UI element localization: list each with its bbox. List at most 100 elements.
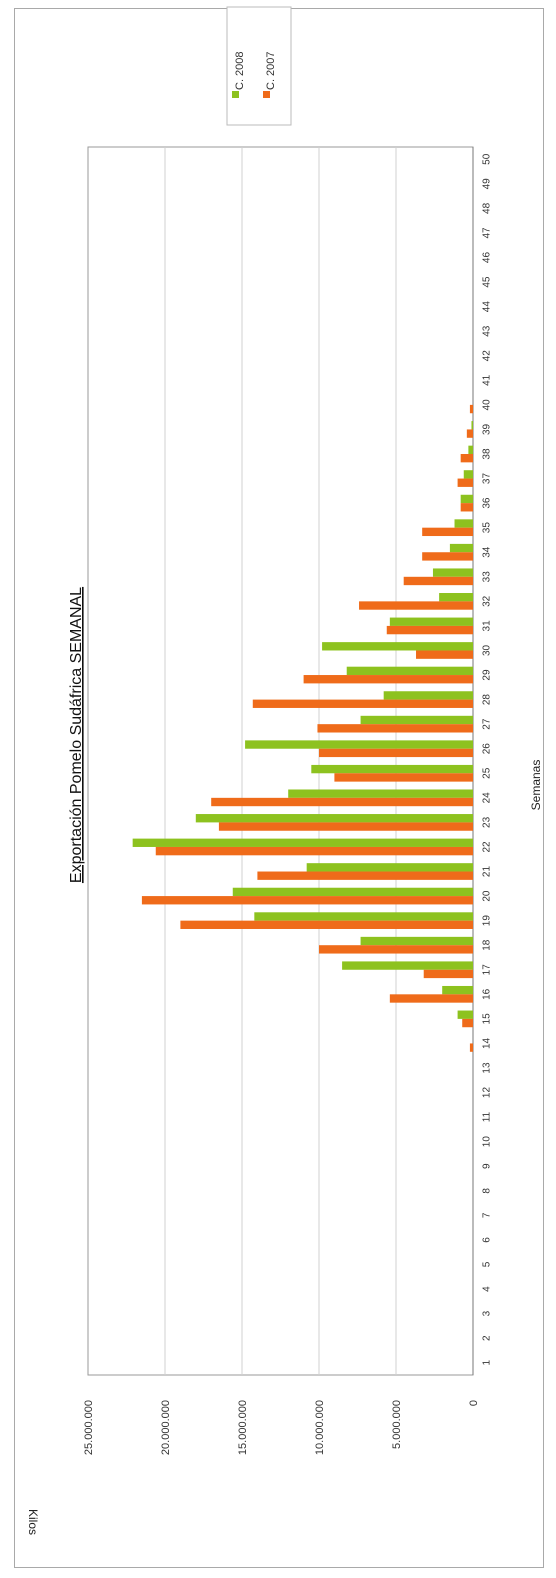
x-tick-label: 22 (482, 841, 493, 853)
x-tick-label: 3 (482, 1310, 493, 1316)
x-tick-label: 37 (482, 473, 493, 485)
bar-c2007-week-22 (155, 846, 473, 856)
x-tick-label: 18 (482, 939, 493, 951)
x-tick-label: 46 (482, 252, 493, 264)
bar-c2007-week-26 (319, 748, 473, 758)
x-tick-label: 6 (482, 1237, 493, 1243)
x-tick-label: 49 (482, 178, 493, 190)
bar-c2007-week-39 (466, 429, 473, 438)
bar-c2007-week-34 (422, 552, 473, 561)
x-tick-label: 40 (482, 399, 493, 411)
bar-c2007-week-18 (319, 945, 473, 954)
bar-c2007-week-29 (303, 675, 473, 684)
bar-c2007-week-35 (422, 527, 473, 537)
bar-c2008-week-33 (432, 568, 473, 577)
bar-c2008-week-30 (322, 642, 473, 651)
x-tick-label: 23 (482, 816, 493, 828)
bar-c2008-week-23 (195, 814, 474, 823)
bar-c2008-week-21 (306, 863, 473, 872)
x-tick-label: 5 (482, 1261, 493, 1267)
bar-c2007-week-31 (386, 625, 473, 635)
x-tick-label: 38 (482, 448, 493, 460)
x-tick-label: 30 (482, 644, 493, 656)
x-tick-label: 25 (482, 767, 493, 779)
bar-c2008-week-24 (288, 789, 473, 798)
bar-c2008-week-28 (383, 691, 473, 700)
x-tick-label: 24 (482, 792, 493, 804)
y-axis-title: Kilos (26, 1509, 40, 1535)
x-tick-label: 29 (482, 669, 493, 681)
bar-c2008-week-22 (132, 838, 473, 847)
bar-c2008-week-34 (449, 543, 473, 553)
bar-c2007-week-33 (403, 576, 473, 586)
bar-c2008-week-38 (468, 445, 473, 454)
x-tick-label: 26 (482, 743, 493, 755)
legend-box (226, 6, 292, 126)
bar-c2008-week-35 (454, 519, 473, 528)
x-tick-label: 44 (482, 301, 493, 313)
bar-c2008-week-39 (471, 421, 473, 430)
x-tick-label: 15 (482, 1013, 493, 1025)
bar-c2007-week-23 (218, 822, 473, 831)
x-tick-label: 2 (482, 1335, 493, 1341)
x-tick-label: 1 (482, 1360, 493, 1366)
y-tick-label: 15.000.000 (237, 1400, 249, 1455)
bar-c2008-week-32 (439, 593, 473, 602)
x-tick-label: 34 (482, 546, 493, 558)
x-tick-label: 47 (482, 227, 493, 239)
x-tick-label: 11 (482, 1111, 493, 1122)
x-tick-label: 45 (482, 276, 493, 288)
x-tick-label: 16 (482, 988, 493, 1000)
x-tick-label: 41 (482, 374, 493, 386)
x-tick-label: 10 (482, 1136, 493, 1148)
bar-c2008-week-29 (346, 666, 473, 676)
bar-c2007-week-17 (423, 969, 473, 979)
x-tick-label: 33 (482, 571, 493, 583)
x-tick-label: 19 (482, 915, 493, 927)
bar-c2008-week-31 (389, 617, 473, 626)
legend-label-c2008: C. 2008 (234, 51, 246, 90)
y-tick-label: 0 (468, 1400, 480, 1406)
bar-c2007-week-21 (257, 871, 473, 880)
legend: C. 2008 C. 2007 (226, 6, 292, 126)
x-axis-ticks: 1234567891011121314151617181920212223242… (482, 153, 493, 1365)
x-tick-label: 27 (482, 718, 493, 730)
bar-c2007-week-38 (460, 454, 473, 463)
y-tick-label: 10.000.000 (314, 1400, 326, 1455)
x-tick-label: 35 (482, 522, 493, 534)
bar-c2007-week-28 (252, 699, 473, 708)
legend-label-c2007: C. 2007 (265, 51, 277, 90)
bar-c2008-week-20 (232, 887, 473, 897)
x-tick-label: 7 (482, 1212, 493, 1218)
x-tick-label: 14 (482, 1037, 493, 1049)
x-tick-label: 4 (482, 1286, 493, 1292)
bar-c2007-week-24 (211, 797, 473, 807)
x-tick-label: 13 (482, 1062, 493, 1074)
bar-c2008-week-16 (442, 985, 473, 995)
bar-c2008-week-19 (254, 912, 473, 921)
bar-c2008-week-25 (311, 764, 473, 774)
bar-c2007-week-19 (180, 920, 473, 929)
bar-c2007-week-25 (334, 773, 473, 782)
bar-c2008-week-15 (457, 1010, 473, 1019)
bar-c2007-week-36 (460, 503, 473, 512)
legend-swatch-c2008 (232, 91, 239, 98)
bar-c2007-week-14 (469, 1043, 473, 1052)
x-tick-label: 39 (482, 423, 493, 435)
bar-c2008-week-26 (245, 740, 473, 749)
x-tick-label: 8 (482, 1188, 493, 1194)
x-tick-label: 48 (482, 202, 493, 214)
bar-c2007-week-37 (457, 478, 473, 487)
x-tick-label: 50 (482, 153, 493, 165)
x-tick-label: 31 (482, 620, 493, 632)
bar-c2008-week-37 (463, 470, 473, 479)
chart-title: Exportación Pomelo Sudáfrica SEMANAL (68, 587, 85, 883)
bar-c2007-week-27 (317, 724, 473, 733)
x-tick-label: 12 (482, 1087, 493, 1099)
y-tick-label: 5.000.000 (391, 1400, 403, 1449)
bar-c2008-week-18 (360, 936, 473, 946)
x-tick-label: 32 (482, 595, 493, 607)
x-tick-label: 43 (482, 325, 493, 337)
bar-c2007-week-20 (141, 896, 473, 905)
